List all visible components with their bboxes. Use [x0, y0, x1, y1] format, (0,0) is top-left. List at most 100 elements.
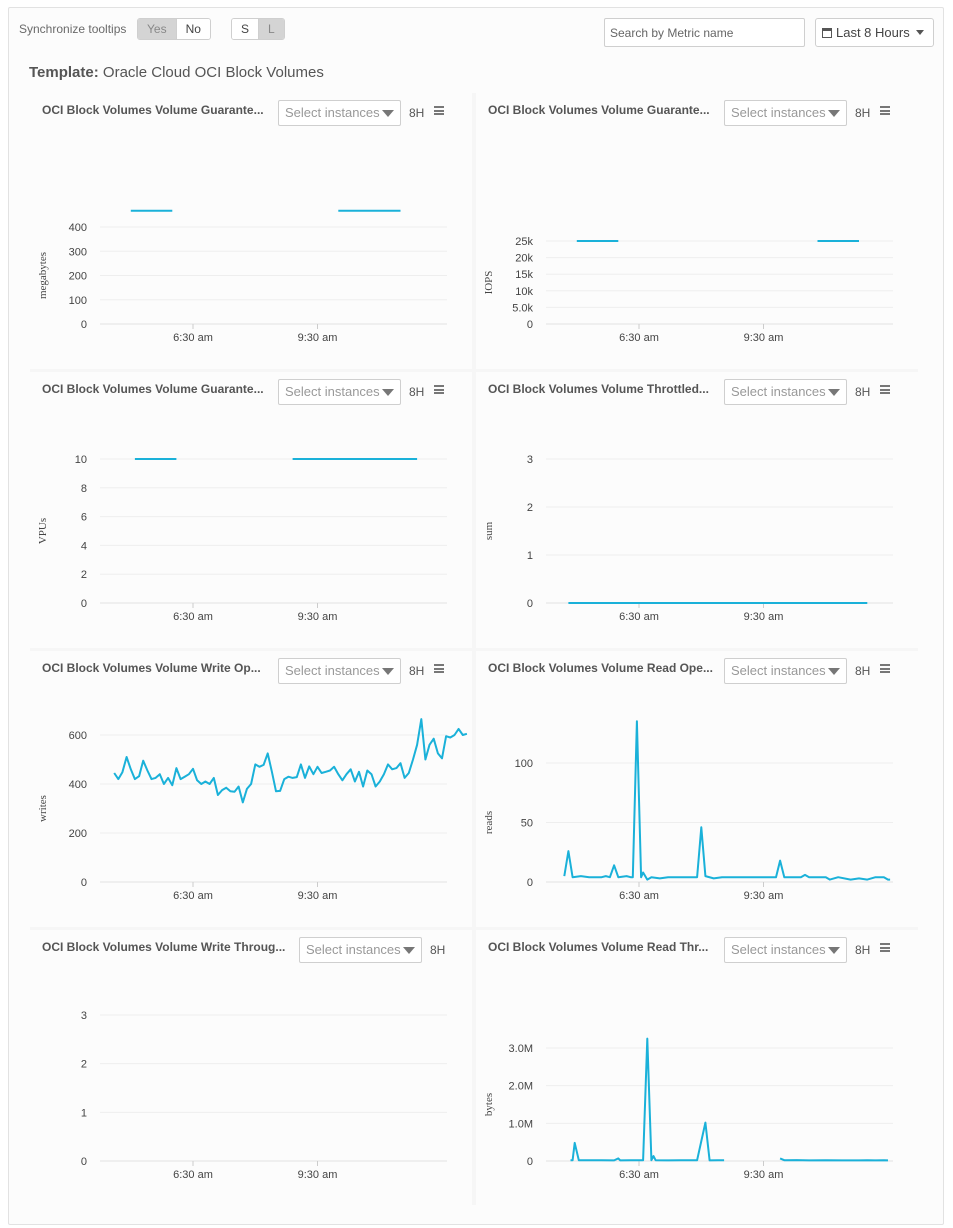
list-menu-icon[interactable] — [434, 385, 444, 394]
y-tick-label: 0 — [81, 877, 87, 889]
y-tick-label: 2 — [81, 1059, 87, 1071]
list-menu-icon[interactable] — [434, 664, 444, 673]
chart-title: OCI Block Volumes Volume Throttled... — [488, 382, 709, 396]
select-instances-dropdown[interactable]: Select instances — [278, 379, 401, 405]
x-tick-label: 6:30 am — [619, 1169, 659, 1181]
line-chart: 0 5.0k 10k 15k 20k 25k IOPS 6:30 am 9:30 am — [483, 236, 893, 344]
line-chart: 0 1 2 3 sum 6:30 am 9:30 am — [483, 454, 893, 623]
select-instances-dropdown[interactable]: Select instances — [724, 379, 847, 405]
select-instances-dropdown[interactable]: Select instances — [724, 100, 847, 126]
select-instances-placeholder: Select instances — [285, 384, 380, 399]
chart-panel: OCI Block Volumes Volume Throttled... Sel… — [476, 372, 918, 648]
caret-down-icon — [403, 947, 415, 954]
series-line — [563, 720, 891, 881]
x-tick-label: 6:30 am — [173, 890, 213, 902]
chart-panel: OCI Block Volumes Volume Guarante... Sele… — [30, 372, 472, 648]
range-label[interactable]: 8H — [855, 106, 871, 120]
x-tick-label: 6:30 am — [173, 1169, 213, 1181]
time-range-dropdown[interactable]: Last 8 Hours — [815, 18, 934, 47]
y-tick-label: 3 — [81, 1010, 87, 1022]
y-tick-label: 10 — [75, 454, 87, 466]
y-tick-label: 1 — [527, 550, 533, 562]
y-tick-label: 25k — [515, 236, 533, 248]
sync-yes-button[interactable]: Yes — [138, 19, 176, 39]
line-chart: 0 200 400 600 writes 6:30 am 9:30 am — [37, 718, 468, 902]
sync-tooltips-toggle: Yes No — [137, 18, 211, 40]
x-tick-label: 6:30 am — [173, 332, 213, 344]
y-tick-label: 0 — [527, 877, 533, 889]
y-tick-label: 200 — [69, 271, 87, 283]
select-instances-placeholder: Select instances — [731, 663, 826, 678]
size-s-button[interactable]: S — [232, 19, 259, 39]
caret-down-icon — [828, 947, 840, 954]
chart-panel: OCI Block Volumes Volume Write Throug...… — [30, 930, 472, 1205]
x-tick-label: 9:30 am — [744, 1169, 784, 1181]
chart-panel: OCI Block Volumes Volume Guarante... Sele… — [30, 93, 472, 369]
range-label[interactable]: 8H — [409, 664, 425, 678]
range-label[interactable]: 8H — [855, 385, 871, 399]
x-tick-label: 9:30 am — [744, 332, 784, 344]
chart-title: OCI Block Volumes Volume Write Throug... — [42, 940, 286, 954]
range-label[interactable]: 8H — [430, 943, 446, 957]
chart-title: OCI Block Volumes Volume Read Ope... — [488, 661, 713, 675]
caret-down-icon — [382, 668, 394, 675]
select-instances-placeholder: Select instances — [285, 663, 380, 678]
y-tick-label: 400 — [69, 779, 87, 791]
sync-no-button[interactable]: No — [175, 19, 210, 39]
y-tick-label: 1 — [81, 1107, 87, 1119]
y-tick-label: 0 — [527, 1156, 533, 1168]
y-axis-label: megabytes — [37, 252, 49, 299]
range-label[interactable]: 8H — [855, 943, 871, 957]
y-tick-label: 0 — [527, 598, 533, 610]
select-instances-dropdown[interactable]: Select instances — [278, 100, 401, 126]
select-instances-dropdown[interactable]: Select instances — [724, 937, 847, 963]
x-tick-label: 6:30 am — [619, 611, 659, 623]
chart-panel: OCI Block Volumes Volume Read Thr... Sele… — [476, 930, 918, 1205]
y-tick-label: 100 — [69, 295, 87, 307]
chart-grid: OCI Block Volumes Volume Guarante... Sele… — [30, 93, 918, 1205]
range-label[interactable]: 8H — [855, 664, 871, 678]
range-label[interactable]: 8H — [409, 106, 425, 120]
y-tick-label: 0 — [81, 598, 87, 610]
size-l-button[interactable]: L — [258, 19, 284, 39]
x-tick-label: 9:30 am — [298, 332, 338, 344]
y-tick-label: 2 — [81, 569, 87, 581]
y-tick-label: 15k — [515, 269, 533, 281]
x-tick-label: 9:30 am — [298, 1169, 338, 1181]
y-axis-label: reads — [483, 811, 495, 834]
size-toggle: S L — [231, 18, 285, 40]
y-tick-label: 100 — [515, 758, 533, 770]
list-menu-icon[interactable] — [880, 385, 890, 394]
caret-down-icon — [382, 389, 394, 396]
metric-search-input[interactable] — [604, 18, 805, 47]
y-tick-label: 0 — [527, 319, 533, 331]
series-line — [570, 1037, 725, 1162]
x-tick-label: 6:30 am — [173, 611, 213, 623]
select-instances-dropdown[interactable]: Select instances — [299, 937, 422, 963]
y-tick-label: 200 — [69, 828, 87, 840]
select-instances-dropdown[interactable]: Select instances — [724, 658, 847, 684]
chart-title: OCI Block Volumes Volume Guarante... — [42, 103, 264, 117]
y-tick-label: 8 — [81, 483, 87, 495]
y-tick-label: 3 — [527, 454, 533, 466]
y-axis-label: bytes — [483, 1093, 495, 1116]
x-tick-label: 9:30 am — [298, 611, 338, 623]
range-label[interactable]: 8H — [409, 385, 425, 399]
y-axis-label: IOPS — [483, 271, 495, 295]
select-instances-dropdown[interactable]: Select instances — [278, 658, 401, 684]
series-line — [113, 718, 468, 804]
list-menu-icon[interactable] — [880, 664, 890, 673]
chart-panel: OCI Block Volumes Volume Read Ope... Sele… — [476, 651, 918, 927]
list-menu-icon[interactable] — [434, 106, 444, 115]
y-tick-label: 6 — [81, 512, 87, 524]
list-menu-icon[interactable] — [880, 106, 890, 115]
x-tick-label: 9:30 am — [744, 611, 784, 623]
y-tick-label: 2 — [527, 502, 533, 514]
line-chart: 0 1.0M 2.0M 3.0M bytes 6:30 am 9:30 am — [483, 1037, 893, 1181]
y-tick-label: 1.0M — [509, 1118, 533, 1130]
y-tick-label: 4 — [81, 540, 87, 552]
caret-down-icon — [828, 110, 840, 117]
caret-down-icon — [828, 668, 840, 675]
y-tick-label: 3.0M — [509, 1043, 533, 1055]
list-menu-icon[interactable] — [880, 943, 890, 952]
